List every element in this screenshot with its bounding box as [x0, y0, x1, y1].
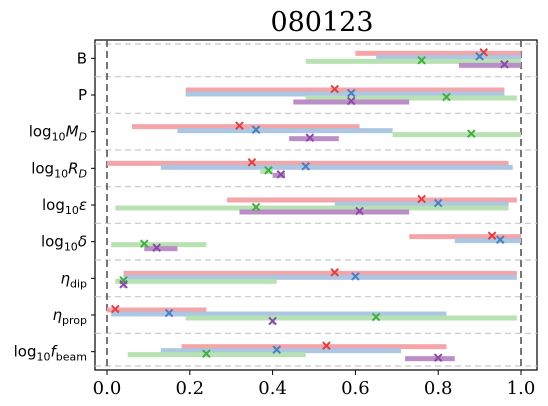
best-fit-marker-red — [330, 268, 340, 277]
y-tick-label: log10MD — [29, 123, 87, 144]
best-fit-marker-green — [264, 166, 273, 175]
range-bar-blue — [111, 311, 447, 317]
range-bar-purple — [239, 209, 410, 215]
x-tick-label: 0.6 — [341, 378, 370, 399]
range-bar-red — [131, 124, 360, 130]
best-fit-markers — [110, 48, 509, 362]
range-bar-purple — [458, 62, 521, 68]
y-tick-label: ηprop — [53, 306, 88, 327]
best-fit-marker-purple — [119, 280, 128, 289]
best-fit-marker-blue — [251, 125, 261, 134]
range-bar-blue — [454, 238, 521, 244]
x-tick-label: 0.4 — [258, 378, 287, 399]
best-fit-marker-green — [417, 56, 426, 65]
best-fit-marker-red — [330, 84, 340, 94]
range-bar-green — [115, 278, 277, 284]
best-fit-marker-red — [417, 194, 426, 204]
range-bar-red — [123, 270, 517, 276]
best-fit-marker-purple — [268, 316, 277, 326]
range-bar-red — [181, 344, 447, 350]
range-bar-blue — [334, 201, 509, 207]
best-fit-marker-blue — [301, 162, 311, 171]
best-fit-marker-blue — [351, 272, 360, 281]
best-fit-marker-red — [235, 121, 244, 130]
range-bar-green — [392, 132, 521, 138]
best-fit-marker-green — [202, 349, 211, 358]
range-bar-blue — [160, 348, 401, 354]
best-fit-marker-blue — [346, 88, 356, 98]
y-tick-label: log10RD — [31, 159, 87, 180]
range-bar-green — [305, 58, 521, 64]
reference-lines — [106, 40, 522, 370]
y-tick-label: P — [78, 86, 87, 104]
best-fit-marker-red — [487, 231, 497, 240]
grid-layer — [95, 43, 537, 367]
best-fit-marker-green — [251, 202, 261, 212]
best-fit-marker-purple — [152, 243, 161, 252]
range-bar-green — [185, 315, 517, 321]
best-fit-marker-blue — [164, 308, 174, 318]
range-bar-blue — [177, 128, 393, 134]
range-bar-green — [305, 95, 517, 101]
y-tick-label: log10ε — [42, 196, 87, 217]
x-ticks: 0.0 0.2 0.4 0.6 0.8 1.0 — [93, 370, 536, 399]
range-bar-red — [227, 197, 517, 203]
best-fit-marker-green — [371, 312, 381, 322]
range-bar-blue — [376, 54, 521, 60]
range-bar-purple — [405, 356, 455, 362]
best-fit-marker-purple — [346, 96, 356, 106]
best-fit-marker-red — [110, 304, 120, 314]
range-bar-red — [355, 50, 521, 56]
y-tick-label: B — [77, 49, 87, 67]
range-bar-blue — [123, 274, 517, 280]
best-fit-marker-green — [467, 129, 476, 138]
range-bar-blue — [185, 91, 505, 97]
best-fit-marker-blue — [272, 345, 282, 354]
range-bar-green — [115, 205, 509, 211]
x-tick-label: 0.8 — [424, 378, 453, 399]
range-bar-blue — [160, 164, 513, 170]
best-fit-marker-green — [442, 92, 451, 102]
best-fit-marker-green — [139, 239, 149, 248]
best-fit-marker-purple — [433, 353, 443, 362]
x-tick-label: 0.0 — [93, 378, 122, 399]
x-tick-label: 1.0 — [507, 378, 536, 399]
range-bar-red — [409, 234, 521, 240]
best-fit-marker-purple — [355, 206, 364, 216]
y-tick-label: log10δ — [41, 233, 87, 254]
range-bar-purple — [144, 246, 178, 252]
range-bar-purple — [289, 136, 339, 142]
x-tick-label: 0.2 — [175, 378, 204, 399]
y-tick-label: ηdip — [60, 269, 87, 290]
best-fit-marker-red — [322, 341, 331, 350]
best-fit-marker-purple — [276, 170, 286, 179]
y-tick-label: log10fbeam — [14, 343, 87, 364]
range-bars — [107, 50, 521, 362]
best-fit-marker-purple — [500, 60, 509, 69]
range-bar-green — [127, 352, 306, 358]
range-bar-red — [185, 87, 505, 93]
best-fit-marker-purple — [305, 133, 315, 142]
best-fit-marker-blue — [495, 235, 505, 244]
best-fit-marker-blue — [433, 198, 443, 208]
range-bar-red — [107, 307, 207, 313]
best-fit-marker-red — [247, 158, 257, 167]
best-fit-marker-blue — [475, 52, 484, 61]
chart-title: 080123 — [270, 7, 373, 38]
